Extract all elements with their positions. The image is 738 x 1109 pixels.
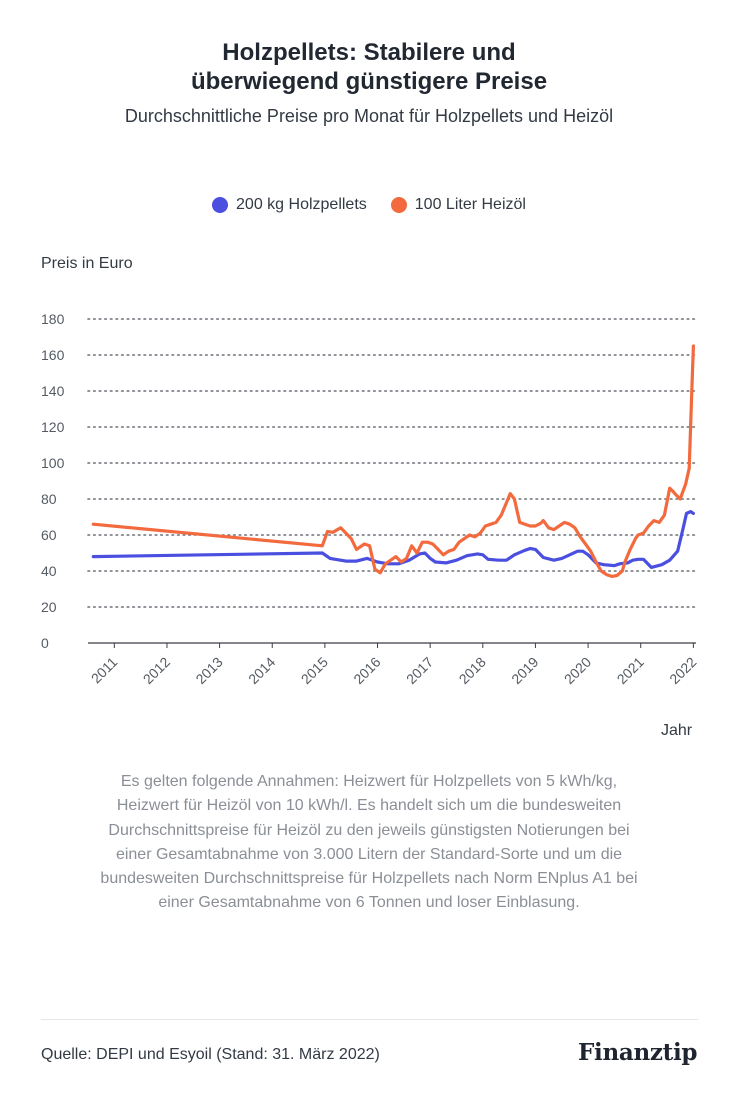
x-tick-label-2022: 2022 [666,654,699,687]
series-line-holzpellets [91,510,696,570]
legend-swatch-heizoel [390,197,407,213]
legend: 200 kg Holzpellets 100 Liter Heizöl [0,196,738,214]
x-tick-label-2013: 2013 [192,654,225,687]
chart-title-line-1: Holzpellets: Stabilere und [222,39,516,66]
y-tick-label-100: 100 [41,455,65,471]
footer-divider [41,1019,698,1020]
y-tick-label-180: 180 [41,311,65,327]
legend-item-holzpellets: 200 kg Holzpellets [212,196,367,214]
x-tick-label-2015: 2015 [298,654,331,687]
assumptions-note: Es gelten folgende Annahmen: Heizwert fü… [100,773,638,912]
y-tick-label-120: 120 [41,419,65,435]
y-tick-label-60: 60 [41,527,57,543]
y-tick-label-80: 80 [41,491,57,507]
line-chart: 0 20 40 60 80 100 120 140 160 180 2011 2012 2013 2014… [41,311,700,687]
x-tick-label-2011: 2011 [88,654,121,687]
chart-title-line-2: überwiegend günstigere Preise [190,68,548,95]
y-tick-label-20: 20 [41,599,57,615]
x-axis-label: Jahr [661,722,693,739]
x-tick-label-2017: 2017 [403,654,436,687]
x-tick-label-2014: 2014 [245,654,278,687]
y-axis-label: Preis in Euro [41,255,133,272]
legend-item-heizoel: 100 Liter Heizöl [390,196,526,214]
legend-label-heizoel: 100 Liter Heizöl [414,196,526,213]
y-tick-label-40: 40 [41,563,57,579]
legend-label-holzpellets: 200 kg Holzpellets [236,196,367,213]
x-tick-label-2021: 2021 [614,654,647,687]
x-tick-label-2020: 2020 [561,654,594,687]
y-tick-label-140: 140 [41,383,65,399]
legend-swatch-holzpellets [212,197,229,213]
finanztip-logo: Finanztip [578,1039,698,1066]
chart-subtitle: Durchschnittliche Preise pro Monat für H… [124,106,614,126]
chart-title: Holzpellets: Stabilere und überwiegend g… [0,38,738,96]
series-line-heizoel [91,344,696,579]
x-tick-label-2019: 2019 [508,654,541,687]
x-tick-label-2012: 2012 [140,654,173,687]
y-tick-label-0: 0 [41,635,49,651]
source-text: Quelle: DEPI und Esyoil (Stand: 31. März… [41,1046,380,1063]
x-tick-label-2018: 2018 [456,654,489,687]
x-tick-label-2016: 2016 [350,654,383,687]
y-tick-label-160: 160 [41,347,65,363]
